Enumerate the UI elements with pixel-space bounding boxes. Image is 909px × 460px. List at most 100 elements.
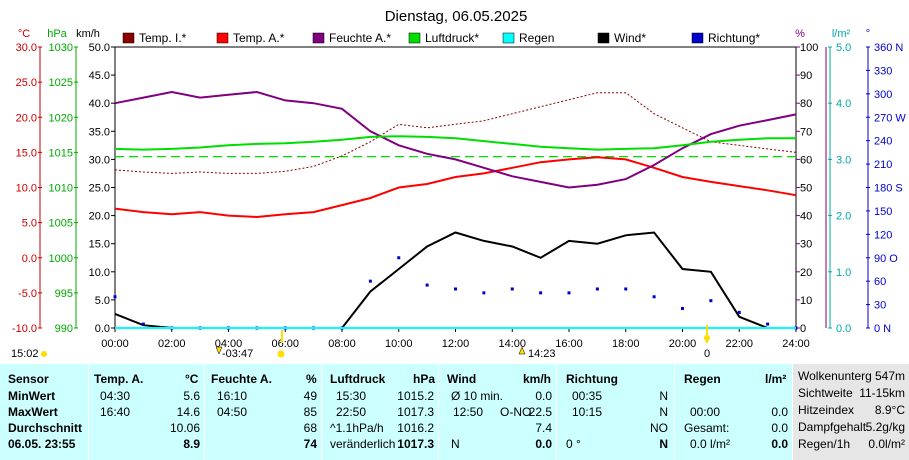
temp-tick-label: 10.0 [16, 183, 37, 195]
temp-tick-label: 0.0 [22, 253, 37, 265]
humidity-tick-label: 10 [800, 295, 812, 307]
pressure-tick-label: 1010 [49, 183, 73, 195]
axis-unit-right: l/m² [832, 28, 851, 40]
axis-unit-right: ° [866, 28, 870, 40]
extra-label: Regen/1h [798, 437, 851, 451]
rain-now: 0.0 [771, 437, 788, 451]
pressure-tick-label: 995 [55, 288, 73, 300]
temp-tick-label: 5.0 [22, 218, 37, 230]
wind-tick-label: 25.0 [89, 183, 110, 195]
series-point-richtung [595, 287, 599, 291]
hum-min-time: 16:10 [217, 389, 248, 403]
pressure-tick-label: 990 [55, 323, 73, 335]
wind-avg10: 0.0 [535, 389, 552, 403]
legend-swatch [312, 32, 325, 44]
x-tick-label: 12:00 [442, 338, 470, 350]
legend-label: Feuchte A.* [329, 31, 391, 45]
series-point-richtung [482, 291, 486, 295]
legend-label: Wind* [614, 31, 646, 45]
hum-max-time: 04:50 [217, 405, 248, 419]
temp-max: 14.6 [176, 405, 200, 419]
rain-total: 0.0 [771, 421, 788, 435]
series-point-richtung [425, 283, 429, 287]
series-line-temp-a [114, 156, 797, 219]
extra-label: Sichtweite [798, 386, 853, 400]
label-avg: Durchschnitt [8, 421, 83, 435]
axis-unit-left: °C [18, 28, 30, 40]
label-now: 06.05. 23:55 [8, 437, 76, 451]
press-max: 1017.3 [397, 405, 434, 419]
hum-now: 74 [303, 437, 317, 451]
legend-swatch [502, 32, 515, 44]
dir-t1: 00:35 [572, 389, 603, 403]
direction-tick-label: 210 [874, 159, 892, 171]
rain-title: Regen [684, 372, 721, 386]
x-tick-label: 20:00 [669, 338, 697, 350]
extra-value: 5.2g/kg [865, 420, 905, 434]
rain-tick-label: 0.0 [836, 323, 851, 335]
sensor-panel: Sensor MinWert MaxWert Durchschnitt 06.0… [0, 364, 88, 460]
legend-swatch [122, 32, 135, 44]
label-sensor: Sensor [8, 372, 49, 386]
legend: Temp. I.* Temp. A.* Feuchte A.* Luftdruck* R… [122, 31, 760, 45]
pressure-tick-label: 1005 [49, 218, 73, 230]
hum-title: Feuchte A. [211, 372, 272, 386]
extra-value: 547m [874, 369, 905, 383]
wind-now: 0.0 [535, 437, 552, 451]
temp-unit: °C [185, 372, 199, 386]
extra-panel: Wolkenunterg 547m Sichtweite 11-15km Hit… [793, 364, 909, 460]
x-tick-label: 06:00 [271, 338, 299, 350]
humidity-tick-label: 20 [800, 267, 812, 279]
hum-avg: 68 [303, 421, 317, 435]
rain-tick-label: 5.0 [836, 42, 851, 54]
series-point-richtung [141, 322, 145, 326]
series-line-luftdruck [114, 135, 796, 151]
legend-label: Luftdruck* [425, 31, 479, 45]
press-title: Luftdruck [330, 372, 386, 386]
humidity-tick-label: 40 [800, 211, 812, 223]
wind-tick-label: 40.0 [89, 98, 110, 110]
direction-tick-label: 270 W [874, 112, 906, 124]
legend-swatch [597, 32, 610, 44]
legend-label: Richtung* [708, 31, 760, 45]
press-unit: hPa [413, 372, 436, 386]
rain-tick-label: 1.0 [836, 267, 851, 279]
wind-tick-label: 5.0 [95, 295, 110, 307]
humidity-tick-label: 30 [800, 239, 812, 251]
x-tick-label: 00:00 [101, 338, 129, 350]
dir-deg-now: 0 ° [566, 437, 581, 451]
press-avg: 1016.2 [397, 421, 434, 435]
wind-max-dir: O-NO [500, 405, 532, 419]
series-point-richtung [368, 279, 372, 283]
press-trend: ^1.1hPa/h [330, 421, 384, 435]
direction-tick-label: 360 N [874, 42, 903, 54]
extra-label: Dampfgehalt [798, 420, 867, 434]
extra-value: 11-15km [859, 386, 905, 400]
direction-tick-label: 120 [874, 229, 892, 241]
x-tick-label: 22:00 [725, 338, 753, 350]
rain-panel: Regen l/m² 00:00 0.0 Gesamt: 0.0 0.0 l/m… [675, 364, 792, 460]
wind-tick-label: 35.0 [89, 126, 110, 138]
legend-label: Temp. A.* [233, 31, 285, 45]
axis-unit-left: hPa [47, 28, 67, 40]
rain-tick-label: 4.0 [836, 98, 851, 110]
humidity-panel: Feuchte A. % 16:10 49 04:50 85 68 74 [205, 364, 321, 460]
now-sun-icon [41, 351, 47, 357]
x-tick-label: 08:00 [328, 338, 356, 350]
dir-title: Richtung [566, 372, 618, 386]
axis-unit-left: km/h [76, 28, 100, 40]
wind-tick-label: 45.0 [89, 70, 110, 82]
rain-tick-label: 2.0 [836, 211, 851, 223]
direction-tick-label: 300 [874, 89, 892, 101]
x-tick-label: 24:00 [782, 338, 810, 350]
sun-icon [277, 350, 285, 358]
humidity-tick-label: 90 [800, 70, 812, 82]
hum-unit: % [306, 372, 317, 386]
temp-tick-label: -10.0 [12, 323, 37, 335]
humidity-tick-label: 70 [800, 126, 812, 138]
rain-total-label: Gesamt: [684, 421, 730, 435]
hum-min: 49 [303, 389, 317, 403]
dir-v2: N [659, 405, 668, 419]
rain-t2: 00:00 [690, 405, 721, 419]
series-point-richtung [510, 287, 514, 291]
